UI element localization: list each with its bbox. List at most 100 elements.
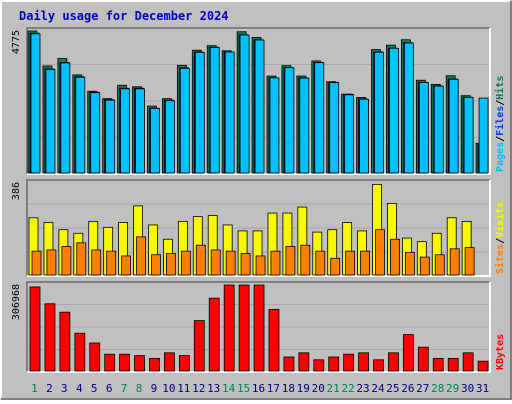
bar-sites-1 [31, 250, 42, 276]
bar-pages-4 [75, 76, 86, 174]
bar-kbytes-3 [59, 311, 71, 372]
x-tick-label: 20 [312, 382, 325, 395]
bar-pages-19 [299, 77, 310, 174]
bar-kbytes-29 [447, 357, 459, 372]
bar-pages-13 [209, 47, 220, 174]
chart-title: Daily usage for December 2024 [19, 9, 229, 23]
x-tick-label: 16 [252, 382, 265, 395]
x-tick-label: 17 [267, 382, 280, 395]
bar-kbytes-24 [373, 359, 384, 372]
bar-sites-23 [360, 250, 370, 276]
bar-pages-25 [389, 47, 399, 174]
bar-kbytes-23 [358, 352, 369, 372]
bar-pages-9 [150, 108, 160, 174]
bar-sites-24 [375, 229, 385, 276]
bar-sites-28 [434, 254, 445, 276]
legend-sites: Sites [494, 244, 506, 274]
legend-separator: / [495, 100, 506, 106]
bar-kbytes-16 [253, 284, 265, 372]
bar-sites-29 [449, 248, 460, 276]
bar-pages-18 [284, 67, 295, 174]
x-tick-label: 3 [61, 382, 68, 395]
x-tick-label: 4 [76, 382, 83, 395]
bar-pages-31 [478, 97, 489, 174]
x-tick-label: 28 [431, 382, 444, 395]
bar-kbytes-7 [119, 353, 131, 372]
panel-kbytes-shadow [26, 281, 490, 372]
bar-sites-10 [166, 253, 176, 276]
bar-sites-25 [390, 238, 400, 276]
bar-sites-12 [195, 244, 206, 276]
bar-kbytes-2 [44, 303, 56, 372]
x-tick-label: 15 [237, 382, 250, 395]
bar-kbytes-9 [149, 357, 160, 372]
bar-kbytes-13 [208, 297, 220, 372]
x-tick-label: 2 [46, 382, 53, 395]
bar-kbytes-19 [298, 352, 310, 372]
x-tick-label: 24 [371, 382, 385, 395]
bar-pages-8 [135, 88, 145, 174]
bar-pages-27 [418, 82, 429, 174]
bar-pages-14 [224, 51, 235, 174]
bar-pages-12 [194, 52, 205, 174]
bar-pages-6 [105, 99, 116, 174]
x-tick-label: 30 [461, 382, 474, 395]
bar-sites-16 [255, 255, 266, 276]
bar-pages-7 [120, 88, 131, 174]
bar-sites-9 [151, 254, 161, 276]
legend-visits: Visits [494, 202, 506, 238]
bar-pages-26 [403, 42, 414, 174]
bar-sites-3 [61, 245, 72, 276]
bar-kbytes-6 [104, 353, 116, 372]
x-tick-label: 18 [282, 382, 295, 395]
x-tick-label: 22 [341, 382, 354, 395]
bar-kbytes-14 [223, 284, 235, 372]
bar-sites-19 [300, 244, 311, 276]
x-tick-label: 19 [297, 382, 310, 395]
x-tick-label: 7 [121, 382, 128, 395]
bar-pages-30 [463, 97, 474, 174]
bar-sites-8 [136, 236, 146, 276]
bar-kbytes-1 [29, 286, 41, 372]
panel-kbytes-highlight [27, 282, 491, 373]
legend-kbytes: KBytes [495, 334, 506, 370]
bar-sites-18 [285, 245, 296, 276]
bar-pages-5 [90, 92, 101, 174]
bar-pages-11 [179, 67, 190, 174]
bar-sites-26 [404, 251, 415, 276]
legend-sites-visits: Sites/Visits [494, 202, 506, 274]
bar-kbytes-27 [417, 346, 429, 372]
bar-pages-10 [165, 100, 175, 174]
bar-pages-29 [448, 78, 459, 174]
bar-kbytes-22 [343, 353, 355, 372]
bar-kbytes-5 [89, 342, 101, 372]
legend-separator: / [495, 136, 506, 142]
bar-pages-24 [374, 51, 384, 174]
bar-sites-13 [210, 249, 221, 276]
x-tick-label: 29 [446, 382, 459, 395]
bar-sites-15 [240, 253, 251, 276]
bar-pages-15 [239, 34, 250, 174]
x-tick-label: 26 [401, 382, 414, 395]
x-tick-label: 12 [192, 382, 205, 395]
x-tick-label: 8 [136, 382, 143, 395]
legend-separator: / [495, 238, 506, 244]
x-tick-label: 11 [177, 382, 190, 395]
legend-text: KBytes [495, 334, 506, 370]
bar-sites-7 [121, 255, 132, 276]
bar-sites-14 [225, 250, 236, 276]
bar-sites-11 [180, 250, 191, 276]
bar-kbytes-30 [462, 352, 474, 372]
bar-pages-3 [60, 62, 71, 174]
bar-pages-21 [329, 82, 340, 174]
x-tick-label: 31 [476, 382, 489, 395]
panel-sites-visits-shadow [26, 179, 490, 276]
panel-hits-files-pages-shadow [26, 27, 490, 174]
x-tick-label: 23 [356, 382, 369, 395]
x-tick-label: 25 [386, 382, 399, 395]
bar-kbytes-20 [313, 359, 325, 372]
